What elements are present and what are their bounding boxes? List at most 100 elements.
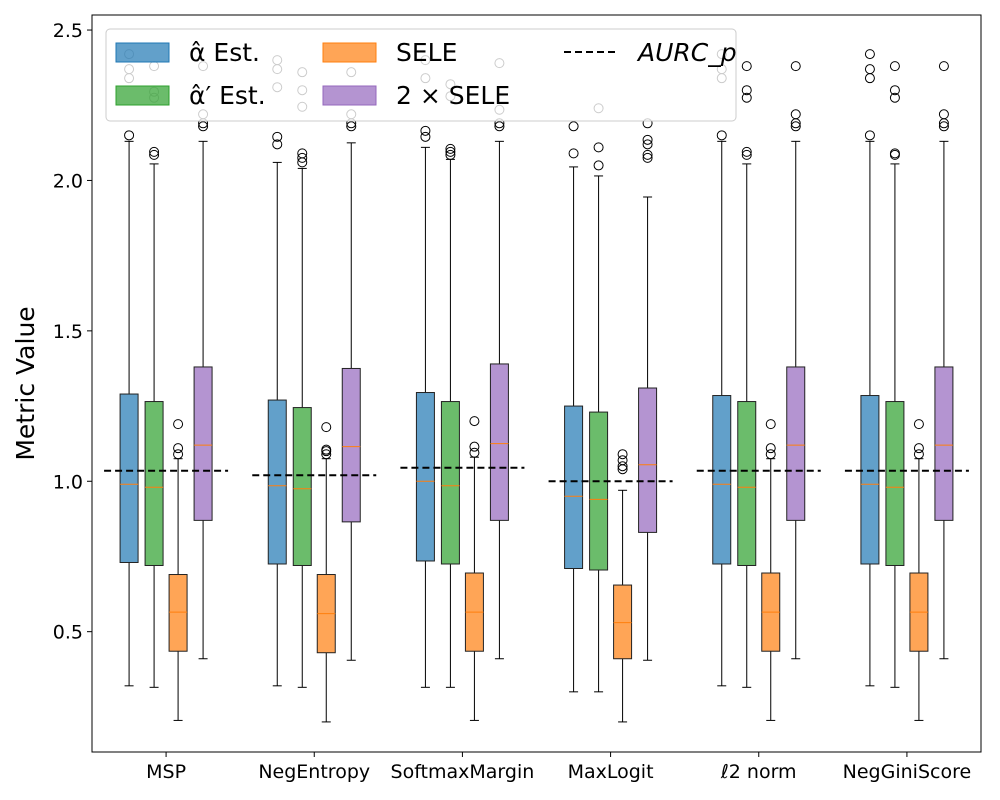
box-sele-negentropy-outlier-0	[321, 449, 332, 460]
box-2-sele-negentropy	[341, 67, 361, 661]
box-sele-negginiscore	[909, 419, 929, 721]
box-est-negginiscore-outlier-1	[889, 148, 900, 159]
legend-label-alpha-prime-est: α̂′ Est.	[189, 81, 266, 110]
box-est-negginiscore-outlier-2	[864, 64, 875, 75]
box-est-negentropy-outlier-2	[297, 148, 308, 159]
box-est-negentropy-outlier-1	[297, 152, 308, 163]
legend-label-sele: SELE	[396, 38, 457, 67]
box-sele-softmaxmargin	[464, 416, 484, 721]
box-est-msp-outlier-1	[149, 146, 160, 157]
box-est-maxlogit-iqr	[564, 405, 584, 570]
box-est-negginiscore-iqr	[860, 395, 880, 565]
box-est-softmaxmargin	[440, 79, 460, 688]
box-sele-2-norm-outlier-0	[765, 449, 776, 460]
box-est-2-norm	[712, 49, 732, 687]
box-est-softmaxmargin-outlier-0	[420, 131, 431, 142]
x-tick-label-maxlogit: MaxLogit	[568, 761, 654, 783]
box-est-2-norm-outlier-3	[741, 85, 752, 96]
box-2-sele-softmaxmargin-iqr	[489, 363, 509, 521]
y-tick-label-2-5: 2.5	[53, 20, 83, 42]
box-2-sele-2-norm-iqr	[786, 366, 806, 521]
y-tick-label-1-5: 1.5	[53, 321, 83, 343]
box-sele-negentropy-outlier-2	[321, 444, 332, 455]
box-2-sele-maxlogit-outlier-3	[642, 134, 653, 145]
box-est-2-norm-outlier-0	[741, 149, 752, 160]
box-2-sele-negginiscore-outlier-2	[938, 109, 949, 120]
box-2-sele-negentropy-iqr	[341, 367, 361, 523]
box-sele-softmaxmargin-outlier-1	[469, 441, 480, 452]
legend-swatch-2x-sele	[322, 85, 377, 106]
box-est-2-norm-outlier-2	[741, 92, 752, 103]
box-est-msp-iqr	[144, 401, 164, 566]
box-sele-2-norm	[761, 419, 781, 721]
box-sele-maxlogit-outlier-1	[617, 461, 628, 472]
box-sele-negentropy	[316, 422, 336, 723]
box-sele-maxlogit	[613, 449, 633, 723]
box-est-negentropy-outlier-1	[272, 131, 283, 142]
plot-frame	[91, 14, 982, 753]
box-est-softmaxmargin-outlier-1	[420, 125, 431, 136]
box-est-negentropy-iqr	[267, 399, 287, 565]
legend-label-alpha-est: α̂ Est.	[189, 38, 260, 67]
box-2-sele-maxlogit-outlier-2	[642, 139, 653, 150]
box-sele-negginiscore-outlier-1	[913, 443, 924, 454]
y-axis: 0.5 1.0 1.5 2.0 2.5	[53, 20, 92, 644]
box-est-softmaxmargin-outlier-0	[445, 149, 456, 160]
box-est-negentropy-iqr	[292, 407, 312, 566]
box-est-negginiscore-outlier-3	[889, 85, 900, 96]
x-tick-label-negentropy: NegEntropy	[258, 761, 370, 783]
box-2-sele-maxlogit-iqr	[638, 387, 658, 533]
box-sele-maxlogit-iqr	[613, 584, 633, 660]
box-sele-negginiscore-outlier-2	[913, 419, 924, 430]
box-est-negentropy	[292, 67, 312, 688]
box-est-maxlogit-outlier-0	[568, 148, 579, 159]
box-2-sele-msp-iqr	[193, 366, 213, 521]
box-2-sele-2-norm	[786, 61, 806, 660]
box-est-2-norm-iqr	[712, 395, 732, 565]
box-est-msp-outlier-0	[149, 149, 160, 160]
box-est-softmaxmargin-outlier-2	[445, 143, 456, 154]
box-2-sele-2-norm-outlier-3	[790, 61, 801, 72]
box-sele-msp-outlier-0	[173, 449, 184, 460]
x-tick-label-msp: MSP	[146, 761, 186, 783]
box-sele-negentropy-outlier-3	[321, 422, 332, 433]
box-2-sele-negginiscore-outlier-0	[938, 121, 949, 132]
box-2-sele-negginiscore-iqr	[934, 366, 954, 521]
box-est-maxlogit-outlier-1	[593, 142, 604, 153]
box-est-negentropy	[267, 55, 287, 687]
legend: α̂ Est. α̂′ Est. SELE 2 × SELE AURC_p	[105, 28, 737, 122]
box-2-sele-negginiscore-outlier-3	[938, 61, 949, 72]
box-sele-2-norm-outlier-2	[765, 419, 776, 430]
box-est-negginiscore	[885, 61, 905, 688]
box-sele-softmaxmargin-outlier-2	[469, 416, 480, 427]
box-sele-msp-outlier-2	[173, 419, 184, 430]
box-est-negginiscore-outlier-4	[889, 61, 900, 72]
box-sele-maxlogit-outlier-3	[617, 449, 628, 460]
box-est-msp	[144, 61, 164, 688]
box-2-sele-maxlogit-outlier-1	[642, 149, 653, 160]
legend-swatch-sele	[322, 42, 377, 63]
box-est-softmaxmargin-outlier-1	[445, 146, 456, 157]
box-est-maxlogit-iqr	[589, 411, 609, 571]
box-sele-msp	[168, 419, 188, 721]
box-est-2-norm-outlier-4	[741, 61, 752, 72]
legend-label-aurc-p: AURC_p	[636, 38, 737, 67]
box-2-sele-2-norm-outlier-0	[790, 121, 801, 132]
box-est-negginiscore-outlier-2	[889, 92, 900, 103]
box-2-sele-2-norm-outlier-2	[790, 109, 801, 120]
y-tick-label-2-0: 2.0	[53, 170, 83, 192]
box-est-2-norm-iqr	[737, 401, 757, 566]
x-tick-label-negginiscore: NegGiniScore	[843, 761, 972, 783]
legend-swatch-alpha-prime-est	[115, 85, 170, 106]
box-est-softmaxmargin	[415, 55, 435, 688]
box-sele-maxlogit-outlier-2	[617, 455, 628, 466]
box-est-softmaxmargin-iqr	[415, 392, 435, 562]
box-est-maxlogit	[564, 121, 584, 693]
box-est-negginiscore-outlier-0	[864, 130, 875, 141]
box-sele-softmaxmargin-outlier-0	[469, 447, 480, 458]
box-2-sele-maxlogit	[638, 118, 658, 661]
box-est-negginiscore	[860, 49, 880, 687]
box-2-sele-msp-outlier-0	[198, 121, 209, 132]
y-tick-label-0-5: 0.5	[53, 622, 83, 644]
